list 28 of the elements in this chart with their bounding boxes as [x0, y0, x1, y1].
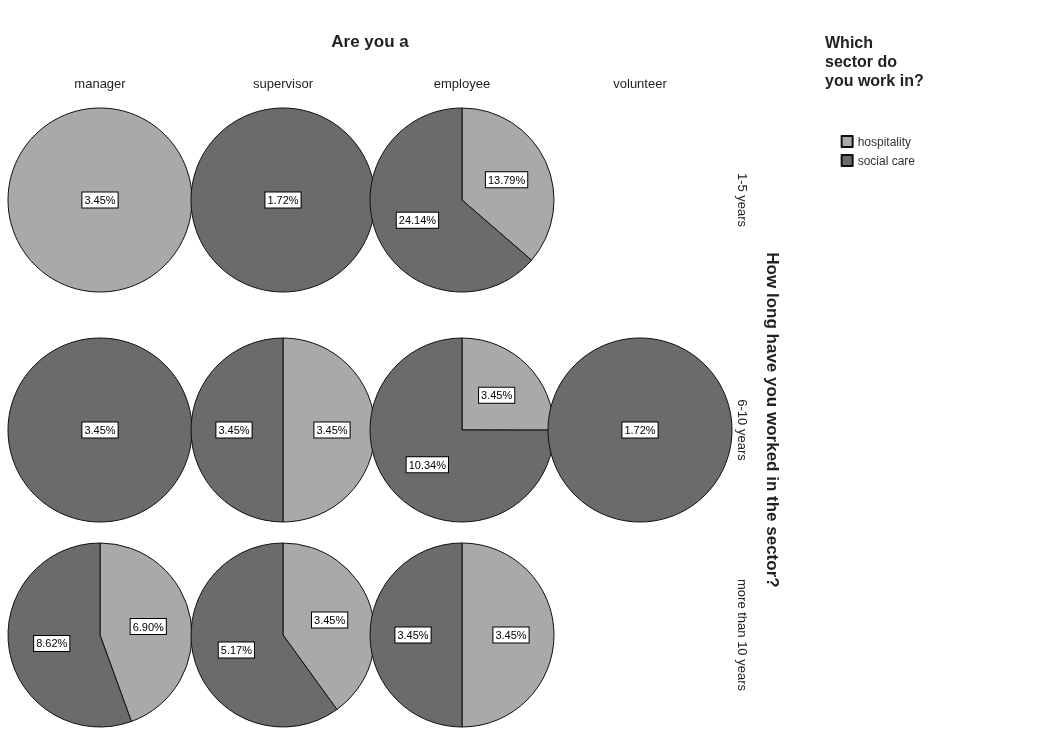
- data-label: 3.45%: [314, 613, 346, 626]
- data-label: 3.45%: [397, 629, 429, 641]
- data-label: 10.34%: [408, 458, 447, 471]
- data-label: 3.45%: [481, 389, 513, 402]
- data-label: 3.45%: [218, 424, 250, 436]
- category-label: volunteer: [613, 76, 667, 91]
- category-label: employee: [433, 76, 491, 91]
- data-label: 5.17%: [220, 644, 253, 657]
- data-label: 3.45%: [495, 629, 527, 641]
- text: How long have you worked in the sector?: [762, 252, 782, 588]
- category-label: 6-10 years: [734, 399, 750, 461]
- text: Are you a: [331, 32, 409, 52]
- category-label: supervisor: [253, 76, 313, 91]
- category-label: more than 10 years: [734, 578, 750, 692]
- category-label: manager: [74, 76, 126, 91]
- data-label: 24.14%: [398, 214, 437, 227]
- data-label: 1.72%: [624, 424, 656, 436]
- category-label: 1-5 years: [734, 172, 750, 228]
- legend-label: social care: [857, 153, 916, 168]
- data-label: 1.72%: [267, 194, 299, 206]
- data-label: 6.90%: [132, 620, 165, 633]
- data-label: 8.62%: [36, 637, 68, 650]
- data-label: 3.45%: [316, 424, 348, 436]
- legend-label: hospitality: [857, 134, 912, 149]
- data-label: 3.45%: [84, 424, 116, 436]
- data-label: 3.45%: [84, 194, 116, 206]
- legend-title: Which sector do you work in?: [825, 34, 924, 89]
- data-label: 13.79%: [487, 173, 526, 186]
